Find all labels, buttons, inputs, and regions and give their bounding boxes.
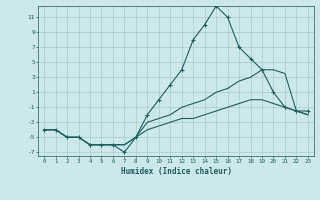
- X-axis label: Humidex (Indice chaleur): Humidex (Indice chaleur): [121, 167, 231, 176]
